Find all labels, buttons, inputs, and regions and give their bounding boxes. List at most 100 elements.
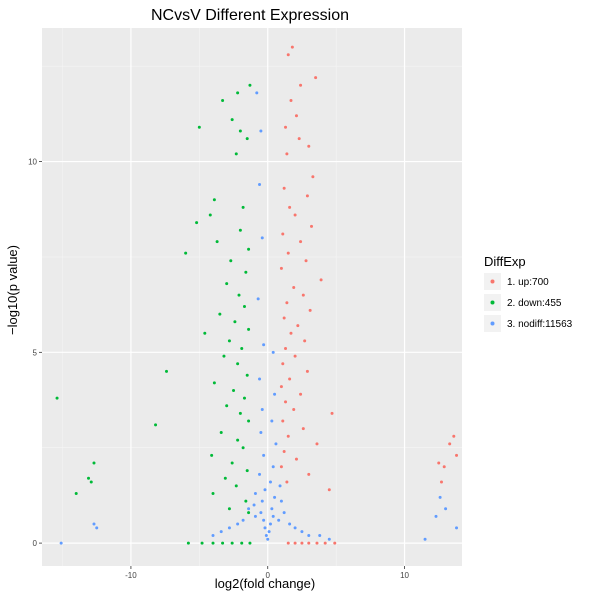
data-point <box>241 446 245 450</box>
data-point <box>236 91 240 95</box>
data-point <box>293 213 297 217</box>
data-point <box>184 251 188 255</box>
data-point <box>439 480 443 484</box>
data-point <box>267 530 271 534</box>
data-point <box>307 541 311 545</box>
data-point <box>448 442 452 446</box>
data-point <box>211 492 215 496</box>
data-point <box>260 236 264 240</box>
data-point <box>271 465 275 469</box>
data-point <box>237 293 241 297</box>
data-point <box>284 347 288 351</box>
data-point <box>242 305 246 309</box>
data-point <box>218 312 222 316</box>
data-point <box>240 347 244 351</box>
data-point <box>294 114 298 118</box>
data-point <box>221 541 225 545</box>
data-point <box>323 541 327 545</box>
data-point <box>282 450 286 454</box>
data-point <box>227 526 231 530</box>
data-point <box>423 537 427 541</box>
data-point <box>92 461 96 465</box>
data-point <box>259 511 263 515</box>
data-point <box>315 541 319 545</box>
legend-marker <box>490 321 495 326</box>
data-point <box>294 457 298 461</box>
data-point <box>211 541 215 545</box>
data-point <box>95 526 99 530</box>
data-point <box>232 388 236 392</box>
data-point <box>455 453 459 457</box>
data-point <box>211 533 215 537</box>
data-point <box>289 98 293 102</box>
data-point <box>233 320 237 324</box>
data-point <box>310 224 314 228</box>
data-point <box>330 411 334 415</box>
legend-label: 1. up:700 <box>507 277 549 288</box>
data-point <box>300 530 304 534</box>
data-point <box>236 438 240 442</box>
data-point <box>258 472 262 476</box>
data-point <box>247 507 251 511</box>
data-point <box>288 377 292 381</box>
data-point <box>225 282 229 286</box>
data-point <box>210 453 214 457</box>
data-point <box>266 537 270 541</box>
data-point <box>238 228 242 232</box>
data-point <box>286 53 290 57</box>
data-point <box>247 247 251 251</box>
data-point <box>230 118 234 122</box>
data-point <box>282 511 286 515</box>
legend-label: 2. down:455 <box>507 298 562 309</box>
data-point <box>288 205 292 209</box>
data-point <box>318 533 322 537</box>
data-point <box>296 324 300 328</box>
data-point <box>87 476 91 480</box>
data-point <box>260 499 264 503</box>
axis-ticks: -10 0 10 0 5 10 <box>28 158 409 580</box>
data-point <box>319 278 323 282</box>
data-point <box>215 240 219 244</box>
data-point <box>242 396 246 400</box>
data-point <box>212 381 216 385</box>
data-point <box>263 488 267 492</box>
data-point <box>154 423 158 427</box>
data-point <box>297 137 301 141</box>
data-point <box>282 186 286 190</box>
data-point <box>238 411 242 415</box>
y-tick-label: 0 <box>33 539 38 548</box>
data-point <box>55 396 59 400</box>
data-point <box>253 514 257 518</box>
data-point <box>59 541 63 545</box>
data-point <box>238 129 242 133</box>
data-point <box>305 369 309 373</box>
data-point <box>311 175 315 179</box>
data-point <box>227 507 231 511</box>
data-point <box>255 91 259 95</box>
data-point <box>219 530 223 534</box>
x-tick-label: 10 <box>400 571 409 580</box>
legend-title: DiffExp <box>484 254 526 269</box>
data-point <box>274 442 278 446</box>
legend-label: 3. nodiff:11563 <box>507 319 573 330</box>
data-point <box>247 327 251 331</box>
data-point <box>442 465 446 469</box>
data-point <box>259 129 263 133</box>
data-point <box>263 526 267 530</box>
data-point <box>89 480 93 484</box>
data-point <box>241 518 245 522</box>
data-point <box>262 343 266 347</box>
data-point <box>271 350 275 354</box>
data-points <box>55 45 459 545</box>
data-point <box>333 541 337 545</box>
grid-lines <box>42 28 462 566</box>
legend-marker <box>490 300 495 305</box>
data-point <box>307 472 311 476</box>
data-point <box>299 240 303 244</box>
data-point <box>279 465 283 469</box>
data-point <box>236 522 240 526</box>
data-point <box>244 270 248 274</box>
data-point <box>74 492 78 496</box>
x-tick-label: 0 <box>266 571 271 580</box>
data-point <box>278 484 282 488</box>
